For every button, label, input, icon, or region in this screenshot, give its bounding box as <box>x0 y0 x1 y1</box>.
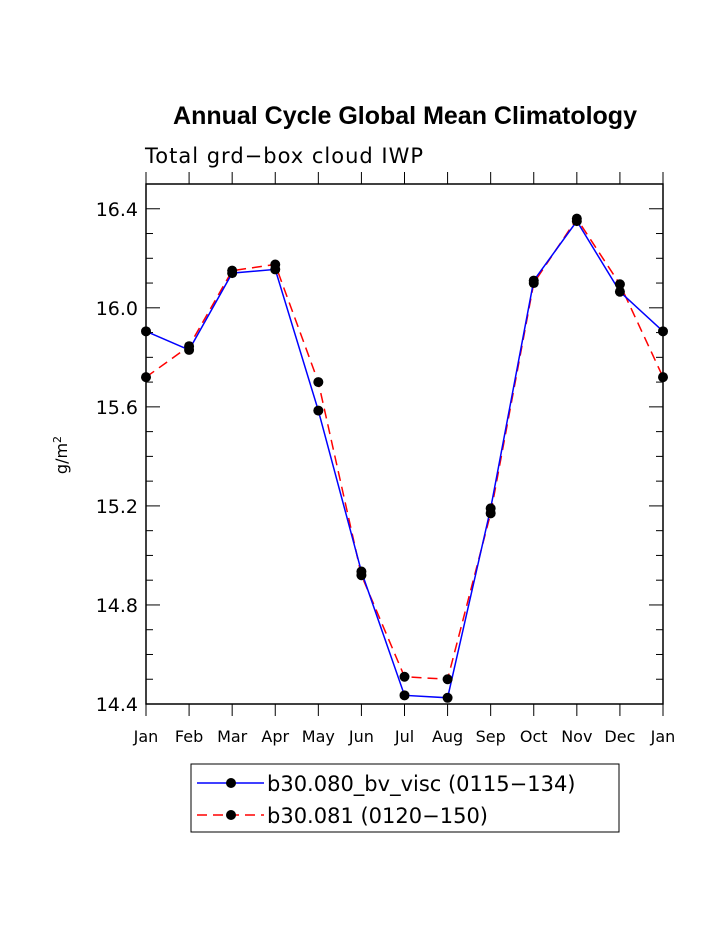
x-tick-label: Feb <box>175 727 203 746</box>
series-line-bv-visc <box>145 219 664 699</box>
x-tick-label: Oct <box>520 727 548 746</box>
data-point-bv-visc <box>313 405 324 416</box>
y-tick-label: 16.4 <box>96 199 138 221</box>
x-tick-label: Jan <box>133 727 159 746</box>
plot-border <box>145 183 664 705</box>
x-tick-label: Mar <box>217 727 248 746</box>
data-point-b30-081 <box>442 674 453 685</box>
x-tick-label: Jul <box>394 727 414 746</box>
series-layer <box>141 213 668 703</box>
legend-box <box>190 763 620 833</box>
x-tick-label: May <box>302 727 335 746</box>
y-tick-label: 14.8 <box>96 595 138 617</box>
y-axis-label-unit: g/m <box>52 443 71 474</box>
data-point-b30-081 <box>399 671 410 682</box>
legend-marker <box>226 778 236 788</box>
data-point-bv-visc <box>270 264 281 275</box>
data-point-bv-visc <box>356 566 367 577</box>
data-point-bv-visc <box>571 216 582 227</box>
y-tick-label: 14.4 <box>96 694 138 716</box>
legend-marker <box>226 810 236 820</box>
data-point-b30-081 <box>313 377 324 388</box>
data-point-bv-visc <box>614 286 625 297</box>
x-tick-label: Dec <box>604 727 635 746</box>
x-tick-label: Aug <box>432 727 463 746</box>
y-tick-label: 15.6 <box>96 397 138 419</box>
x-tick-label: Apr <box>261 727 289 746</box>
data-point-bv-visc <box>658 326 668 337</box>
chart-subtitle: Total grd−box cloud IWP <box>144 144 424 168</box>
data-point-bv-visc <box>399 690 410 701</box>
data-point-b30-081 <box>658 372 668 383</box>
x-tick-label: Nov <box>561 727 592 746</box>
tick-labels: 14.4 14.8 15.2 15.6 16.0 16.4 Jan Feb Mar Apr May J… <box>96 199 676 746</box>
y-tick-label: 15.2 <box>96 496 138 518</box>
y-axis-label-exponent: 2 <box>51 436 64 443</box>
data-point-bv-visc <box>485 503 496 514</box>
data-point-b30-081 <box>141 372 151 383</box>
plot-frame <box>145 172 664 716</box>
data-point-bv-visc <box>528 275 539 286</box>
legend-label: b30.080_bv_visc (0115−134) <box>267 772 576 797</box>
x-tick-label: Sep <box>476 727 506 746</box>
chart-title: Annual Cycle Global Mean Climatology <box>173 102 637 130</box>
legend-label: b30.081 (0120−150) <box>267 804 488 828</box>
legend: b30.080_bv_visc (0115−134) b30.081 (0120−… <box>190 763 620 833</box>
y-axis-label: g/m2 <box>51 436 72 474</box>
data-point-bv-visc <box>184 344 195 355</box>
data-point-bv-visc <box>141 326 151 337</box>
data-point-bv-visc <box>227 268 238 279</box>
data-point-b30-081 <box>614 279 625 290</box>
y-tick-label: 16.0 <box>96 298 138 320</box>
x-tick-label: Jun <box>348 727 374 746</box>
data-point-bv-visc <box>442 692 453 703</box>
x-tick-label: Jan <box>650 727 676 746</box>
